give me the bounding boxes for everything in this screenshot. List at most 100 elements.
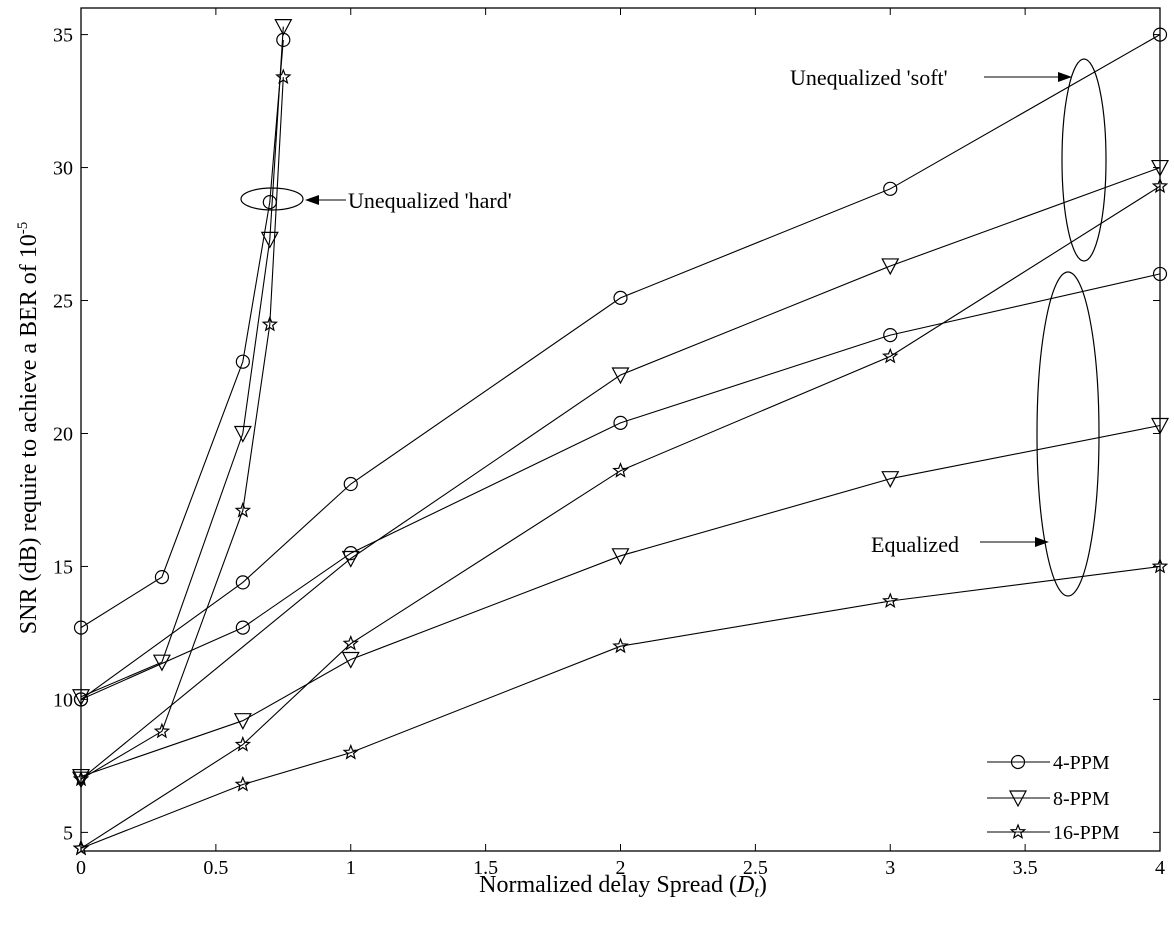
legend-item: 16-PPM: [987, 822, 1120, 844]
x-tick-label: 3: [885, 857, 895, 879]
annotation-ellipse-hard: [240, 187, 304, 211]
data-point: [235, 620, 250, 635]
series-equalized-triangle-down: [72, 417, 1169, 786]
data-point: [883, 327, 898, 343]
data-point: [1151, 177, 1169, 194]
arrow-head: [305, 195, 319, 205]
legend-marker: [1010, 754, 1026, 770]
series-line: [80, 34, 1161, 700]
series-unequalized-hard-star: [72, 68, 292, 787]
data-point: [261, 315, 279, 332]
data-point: [152, 654, 171, 672]
series-line: [80, 565, 1161, 849]
x-tick-label: 2.5: [743, 857, 768, 879]
series-line: [80, 77, 284, 780]
y-tick-label: 5: [63, 822, 73, 844]
data-point: [612, 637, 629, 654]
annotation-ellipse-equalized: [1036, 271, 1100, 597]
arrow-head: [1058, 72, 1072, 82]
y-axis-label: SNR (dB) require to achieve a BER of 10-…: [15, 222, 42, 634]
legend-label: 8-PPM: [1053, 788, 1110, 810]
legend-marker: [1009, 790, 1027, 808]
annotations: Unequalized 'hard' Unequalized 'soft' Equa…: [240, 58, 1107, 597]
data-point: [613, 290, 628, 305]
legend-item: 4-PPM: [987, 752, 1110, 774]
x-tick-label: 2: [616, 857, 626, 879]
annotation-ellipse-soft: [1061, 58, 1107, 262]
data-point: [1152, 27, 1168, 42]
data-point: [235, 354, 250, 369]
data-point: [233, 425, 252, 443]
legend-label: 4-PPM: [1053, 752, 1110, 774]
data-point: [275, 68, 292, 85]
data-point: [882, 592, 899, 609]
data-point: [72, 771, 90, 789]
series-layer: [72, 19, 1169, 856]
data-point: [611, 367, 630, 385]
data-point: [234, 501, 252, 518]
y-tick-label: 30: [53, 158, 73, 180]
data-point: [611, 548, 630, 566]
data-point: [1151, 557, 1169, 574]
series-unequalized-hard-circle: [73, 32, 291, 635]
legend-marker: [1009, 823, 1027, 840]
arrow-head: [1035, 537, 1049, 547]
data-point: [234, 735, 252, 752]
data-point: [73, 692, 89, 707]
x-tick-label: 0.5: [203, 857, 228, 879]
data-point: [274, 19, 293, 36]
x-tick-label: 0: [76, 857, 86, 879]
data-point: [613, 415, 628, 430]
data-point: [154, 569, 170, 585]
series-equalized-star: [72, 557, 1169, 856]
series-line: [80, 167, 1161, 780]
data-point: [1152, 266, 1168, 282]
annotation-soft-text: Unequalized 'soft': [790, 65, 948, 90]
data-point: [882, 347, 899, 364]
data-point: [260, 231, 279, 249]
data-point: [343, 476, 358, 492]
data-point: [342, 634, 359, 651]
data-point: [1151, 417, 1169, 435]
series-unequalized-soft-circle: [73, 27, 1168, 707]
x-tick-label: 1.5: [473, 857, 498, 879]
data-point: [234, 775, 252, 792]
data-point: [881, 471, 900, 488]
x-tick-label: 4: [1155, 857, 1165, 879]
x-tick-label: 3.5: [1013, 857, 1038, 879]
series-line: [80, 424, 1161, 778]
series-unequalized-hard-triangle-down: [72, 19, 293, 707]
x-axis-label: Normalized delay Spread (Dt): [479, 872, 767, 901]
y-tick-label: 25: [53, 291, 73, 313]
annotation-hard-text: Unequalized 'hard': [348, 188, 512, 213]
data-point: [343, 546, 358, 561]
data-point: [881, 258, 900, 276]
legend-label: 16-PPM: [1053, 822, 1120, 844]
series-line: [80, 26, 284, 698]
annotation-equalized-text: Equalized: [871, 532, 959, 557]
data-point: [342, 743, 360, 760]
data-point: [235, 575, 250, 590]
data-point: [883, 181, 898, 196]
axis-ticks: 0 0.5 1 1.5 2 2.5 3 3.5 4 5 10 15 20 25 30 35: [53, 8, 1165, 879]
legend-item: 8-PPM: [987, 788, 1110, 810]
data-point: [233, 713, 252, 730]
legend: 4-PPM 8-PPM 16-PPM: [987, 752, 1120, 844]
y-tick-label: 15: [53, 556, 73, 578]
data-point: [153, 722, 171, 739]
series-equalized-circle: [73, 266, 1168, 707]
series-line: [80, 39, 284, 629]
data-point: [72, 839, 90, 856]
y-tick-label: 20: [53, 423, 73, 445]
series-line: [80, 273, 1161, 700]
data-point: [341, 651, 360, 669]
series-line: [80, 185, 1161, 849]
data-point: [72, 768, 90, 786]
x-tick-label: 1: [346, 857, 356, 879]
data-point: [612, 462, 629, 478]
data-point: [73, 620, 89, 635]
data-point: [1151, 159, 1169, 177]
y-tick-label: 10: [53, 689, 73, 711]
y-tick-label: 35: [53, 25, 73, 47]
